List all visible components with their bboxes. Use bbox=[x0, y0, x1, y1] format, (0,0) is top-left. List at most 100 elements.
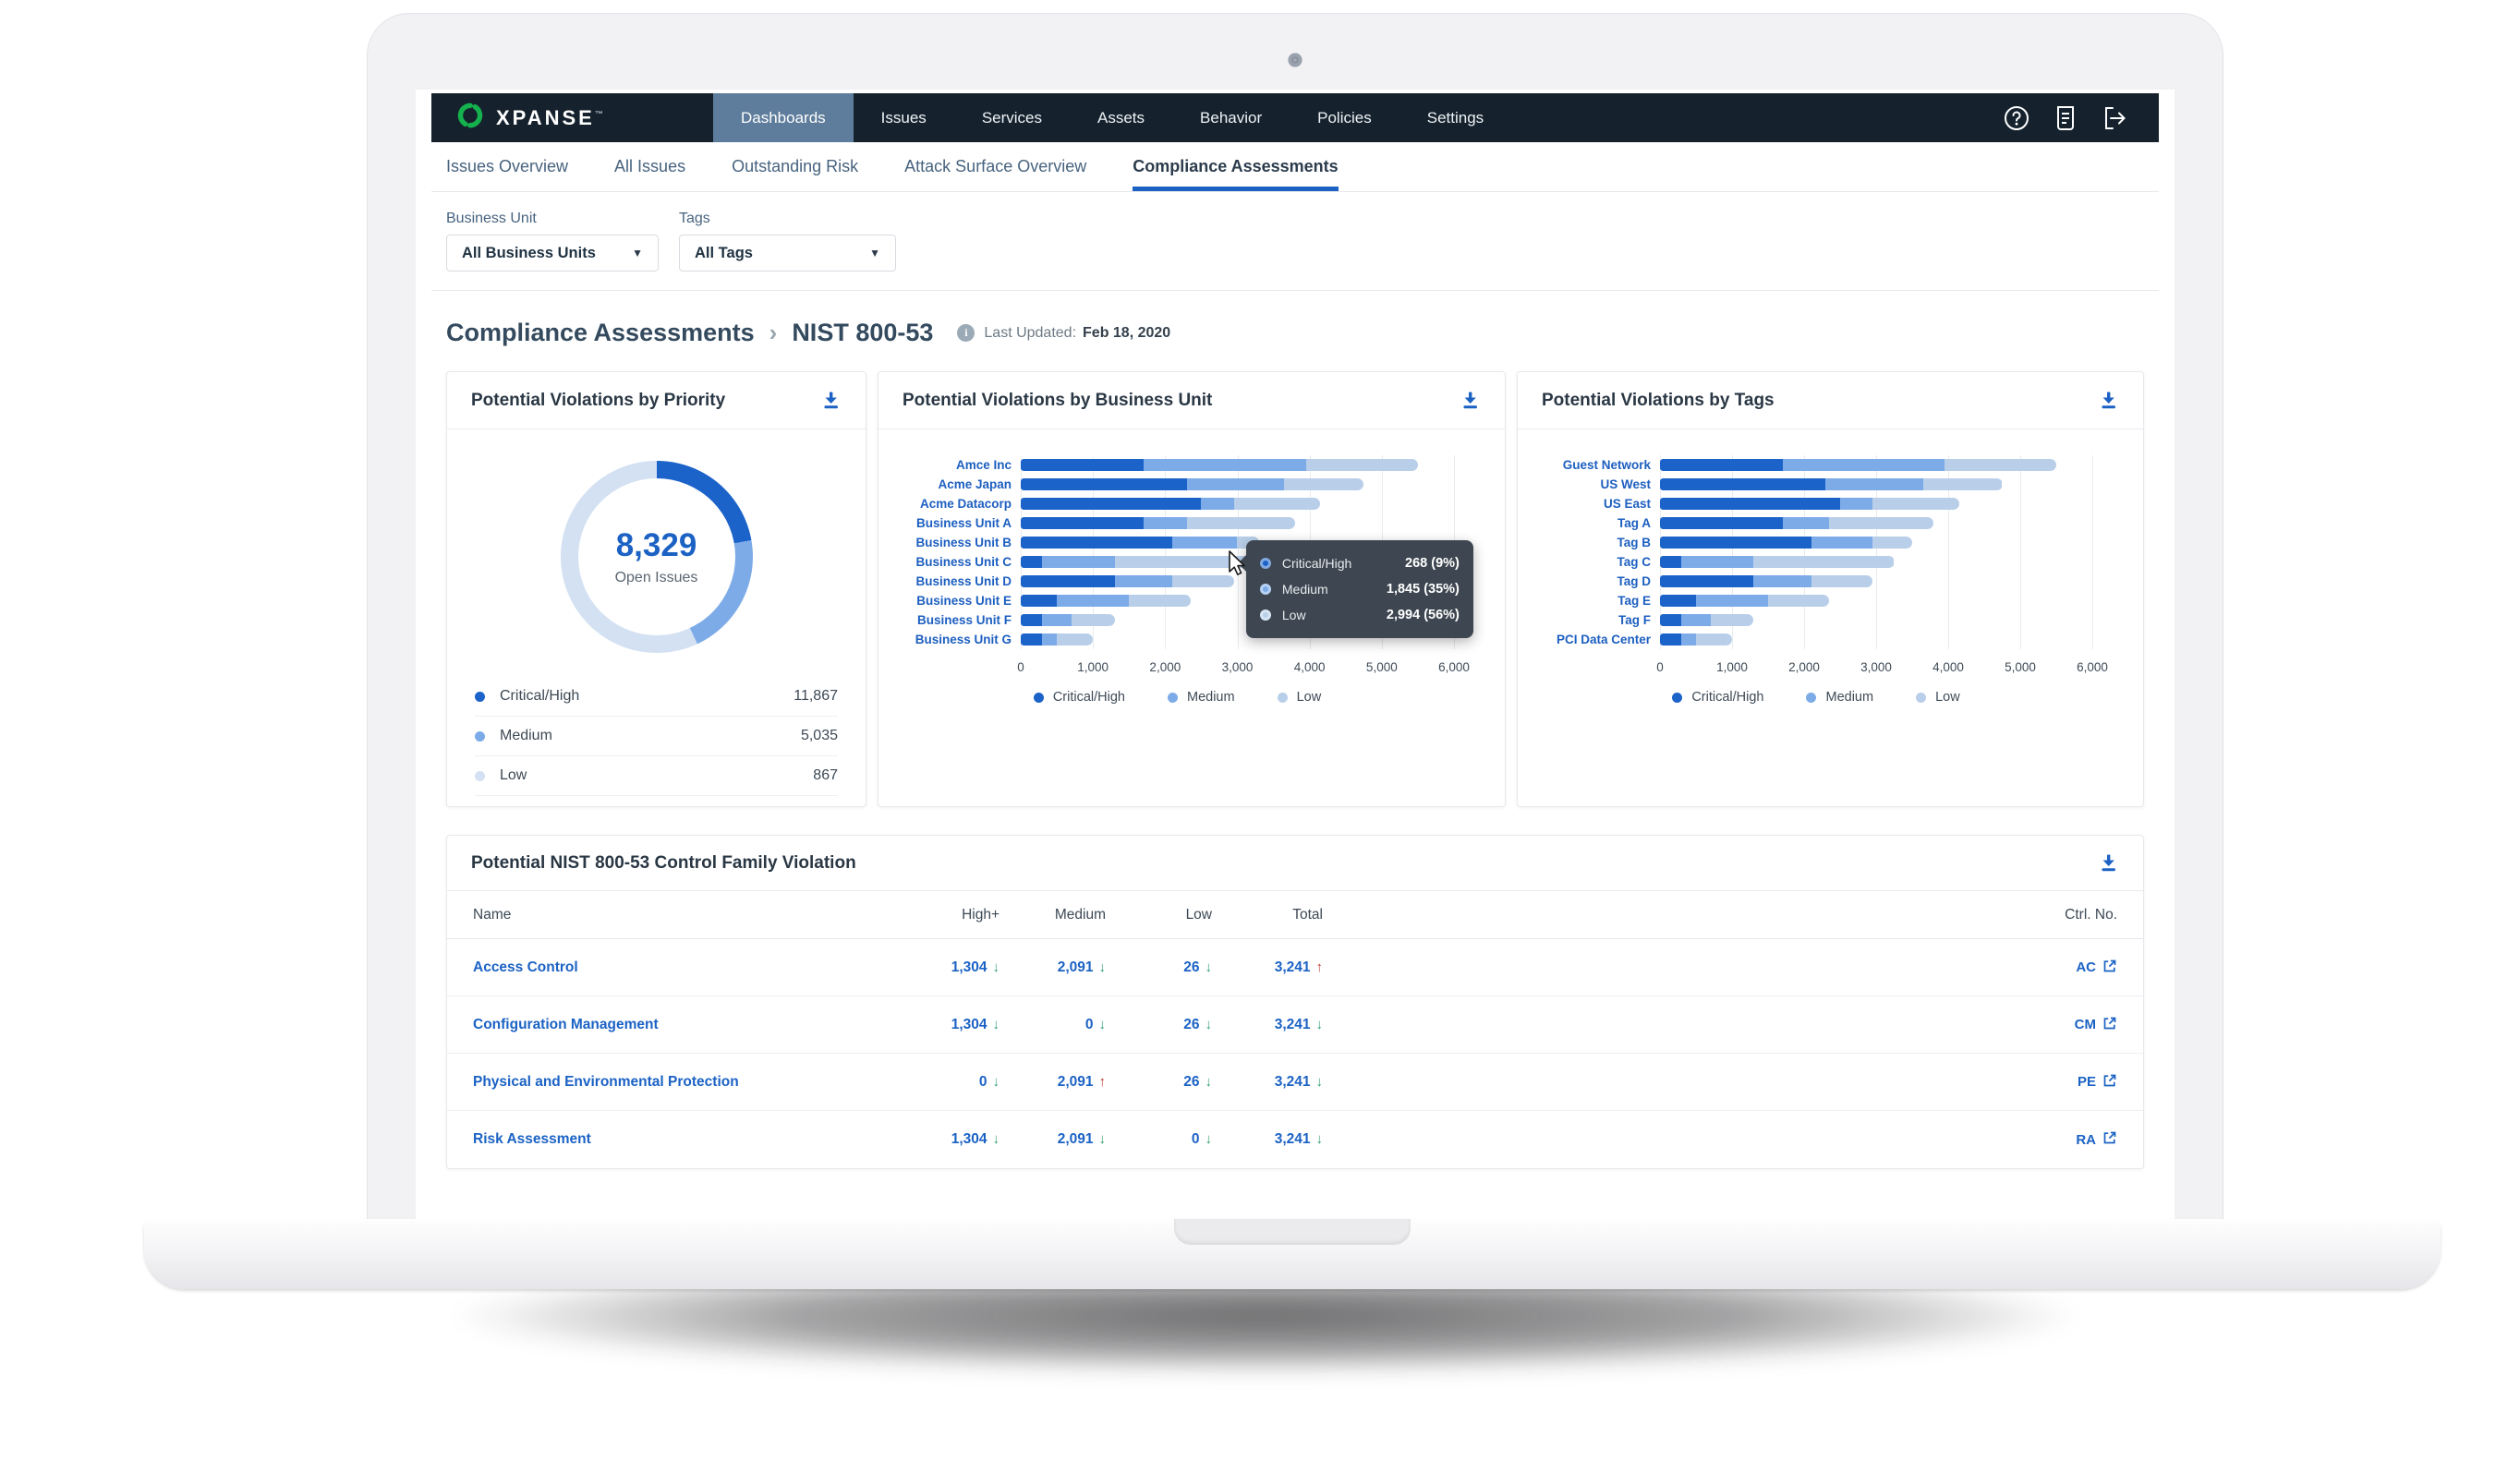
card-control-family-violation: Potential NIST 800-53 Control Family Vio… bbox=[446, 835, 2144, 1169]
cell-number: 3,241 bbox=[1274, 1073, 1311, 1090]
tab-compliance-assessments[interactable]: Compliance Assessments bbox=[1133, 142, 1339, 191]
cell-number: 2,091 bbox=[1057, 1131, 1094, 1147]
ctrl-no-link[interactable]: AC bbox=[1323, 959, 2117, 977]
nav-tab-services[interactable]: Services bbox=[981, 108, 1042, 127]
logout-icon[interactable] bbox=[2100, 103, 2129, 133]
nav-tab-policies[interactable]: Policies bbox=[1317, 108, 1372, 127]
tooltip-value: 268 (9%) bbox=[1405, 556, 1460, 571]
bar-segment-critical-high bbox=[1021, 595, 1058, 607]
download-icon[interactable] bbox=[820, 390, 842, 411]
trend-down-icon: ↓ bbox=[1205, 1016, 1213, 1032]
stacked-bar-tag-d[interactable] bbox=[1660, 575, 1873, 587]
bar-segment-medium bbox=[1782, 459, 1945, 471]
brand-logo: XPANSE™ bbox=[431, 93, 713, 142]
download-icon[interactable] bbox=[2098, 852, 2119, 874]
control-family-link[interactable]: Configuration Management bbox=[473, 1016, 659, 1032]
legend-row: Medium 5,035 bbox=[475, 717, 838, 756]
nav-icon-group bbox=[2002, 93, 2159, 142]
stacked-bar-business-unit-a[interactable] bbox=[1021, 517, 1295, 529]
business-unit-dropdown[interactable]: All Business Units ▼ bbox=[446, 235, 659, 271]
stacked-bar-amce-inc[interactable] bbox=[1021, 459, 1418, 471]
tab-all-issues[interactable]: All Issues bbox=[614, 157, 686, 175]
control-family-link[interactable]: Physical and Environmental Protection bbox=[473, 1073, 739, 1090]
release-notes-icon[interactable] bbox=[2052, 103, 2079, 133]
top-nav-bar: XPANSE™ Dashboards Issues Services Assets Be… bbox=[431, 93, 2159, 142]
bar-track bbox=[1021, 552, 1454, 572]
card-title: Potential Violations by Priority bbox=[471, 390, 726, 410]
stacked-bar-us-west[interactable] bbox=[1660, 478, 2003, 490]
bar-segment-medium bbox=[1811, 537, 1873, 549]
legend-label: Low bbox=[500, 767, 527, 783]
nav-tab-dashboards[interactable]: Dashboards bbox=[713, 93, 854, 142]
legend-dot-icon bbox=[1672, 692, 1683, 703]
download-icon[interactable] bbox=[1460, 390, 1481, 411]
bar-segment-low bbox=[1767, 595, 1830, 607]
stacked-bar-pci-data-center[interactable] bbox=[1660, 633, 1732, 646]
x-axis-tick: 6,000 bbox=[2077, 660, 2108, 674]
stacked-bar-business-unit-c[interactable] bbox=[1021, 556, 1255, 568]
category-labels: Guest Network US West US East Tag A Tag B Tag… bbox=[1540, 455, 1660, 649]
stacked-bar-tag-a[interactable] bbox=[1660, 517, 1934, 529]
table-body: Access Control 1,304 ↓ 2,091 ↓ 26 ↓ 3,241 ↑ AC Con… bbox=[447, 939, 2143, 1168]
cell-number: 3,241 bbox=[1274, 959, 1311, 975]
stacked-bar-guest-network[interactable] bbox=[1660, 459, 2056, 471]
help-icon[interactable] bbox=[2002, 103, 2031, 133]
legend-label: Medium bbox=[1186, 690, 1235, 705]
mouse-cursor bbox=[1222, 549, 1250, 582]
stacked-bar-tag-c[interactable] bbox=[1660, 556, 1895, 568]
control-family-link[interactable]: Risk Assessment bbox=[473, 1131, 591, 1147]
stacked-bar-business-unit-f[interactable] bbox=[1021, 614, 1115, 626]
tab-outstanding-risk[interactable]: Outstanding Risk bbox=[732, 157, 859, 175]
stacked-bar-business-unit-e[interactable] bbox=[1021, 595, 1191, 607]
chart-tooltip: Critical/High 268 (9%) Medium 1,845 (35%) Lo… bbox=[1237, 540, 1473, 638]
ctrl-no-link[interactable]: CM bbox=[1323, 1016, 2117, 1034]
trademark: ™ bbox=[594, 109, 603, 119]
priority-donut-chart[interactable]: 8,329 Open Issues bbox=[560, 461, 753, 653]
bar-track bbox=[1660, 630, 2092, 649]
category-label: Amce Inc bbox=[955, 458, 1012, 472]
bar-segment-critical-high bbox=[1660, 537, 1811, 549]
category-label: US East bbox=[1603, 497, 1651, 511]
control-family-link[interactable]: Access Control bbox=[473, 959, 578, 975]
stacked-bar-business-unit-g[interactable] bbox=[1021, 633, 1094, 646]
download-icon[interactable] bbox=[2098, 390, 2119, 411]
ctrl-no-link[interactable]: RA bbox=[1323, 1130, 2117, 1149]
stacked-bar-tag-b[interactable] bbox=[1660, 537, 1912, 549]
bar-track bbox=[1021, 455, 1454, 475]
nav-tab-settings[interactable]: Settings bbox=[1426, 108, 1484, 127]
legend-label: Critical/High bbox=[500, 688, 580, 704]
legend-item: Low bbox=[1916, 690, 1960, 705]
stacked-bar-business-unit-b[interactable] bbox=[1021, 537, 1259, 549]
nav-tab-behavior[interactable]: Behavior bbox=[1200, 108, 1263, 127]
stacked-bar-acme-datacorp[interactable] bbox=[1021, 498, 1321, 510]
category-label: Business Unit E bbox=[916, 594, 1012, 608]
ctrl-no-link[interactable]: PE bbox=[1323, 1073, 2117, 1092]
stacked-bar-tag-e[interactable] bbox=[1660, 595, 1830, 607]
bar-segment-low bbox=[1872, 537, 1912, 549]
tab-attack-surface-overview[interactable]: Attack Surface Overview bbox=[904, 157, 1087, 175]
stacked-bar-tag-f[interactable] bbox=[1660, 614, 1754, 626]
bar-segment-low bbox=[1114, 556, 1255, 568]
stacked-bar-us-east[interactable] bbox=[1660, 498, 1959, 510]
chart-legend: Critical/High Medium Low bbox=[901, 690, 1454, 705]
bar-segment-critical-high bbox=[1660, 575, 1754, 587]
nav-tab-assets[interactable]: Assets bbox=[1097, 108, 1145, 127]
cell-number: 26 bbox=[1183, 1016, 1200, 1032]
stacked-bar-business-unit-d[interactable] bbox=[1021, 575, 1234, 587]
stacked-bar-acme-japan[interactable] bbox=[1021, 478, 1364, 490]
bar-segment-medium bbox=[1825, 478, 1923, 490]
gridline bbox=[1093, 455, 1095, 649]
bar-segment-critical-high bbox=[1021, 614, 1043, 626]
column-header-ctrl-no: Ctrl. No. bbox=[2065, 906, 2117, 923]
dashboard-tabs: Issues Overview All Issues Outstanding Ris… bbox=[431, 142, 2159, 192]
donut-chart-area: 8,329 Open Issues bbox=[447, 429, 866, 653]
brand-name: XPANSE™ bbox=[496, 105, 603, 129]
table-row: Risk Assessment 1,304 ↓ 2,091 ↓ 0 ↓ 3,241 ↓ RA bbox=[447, 1111, 2143, 1168]
page-title: NIST 800-53 bbox=[792, 319, 934, 346]
bar-segment-low bbox=[1071, 614, 1115, 626]
tab-issues-overview[interactable]: Issues Overview bbox=[446, 157, 569, 175]
category-label: Tag C bbox=[1617, 555, 1652, 569]
tags-dropdown[interactable]: All Tags ▼ bbox=[679, 235, 896, 271]
nav-tab-issues[interactable]: Issues bbox=[880, 108, 927, 127]
tags-bar-chart: Guest Network US West US East Tag A Tag B Tag… bbox=[1518, 429, 2143, 718]
